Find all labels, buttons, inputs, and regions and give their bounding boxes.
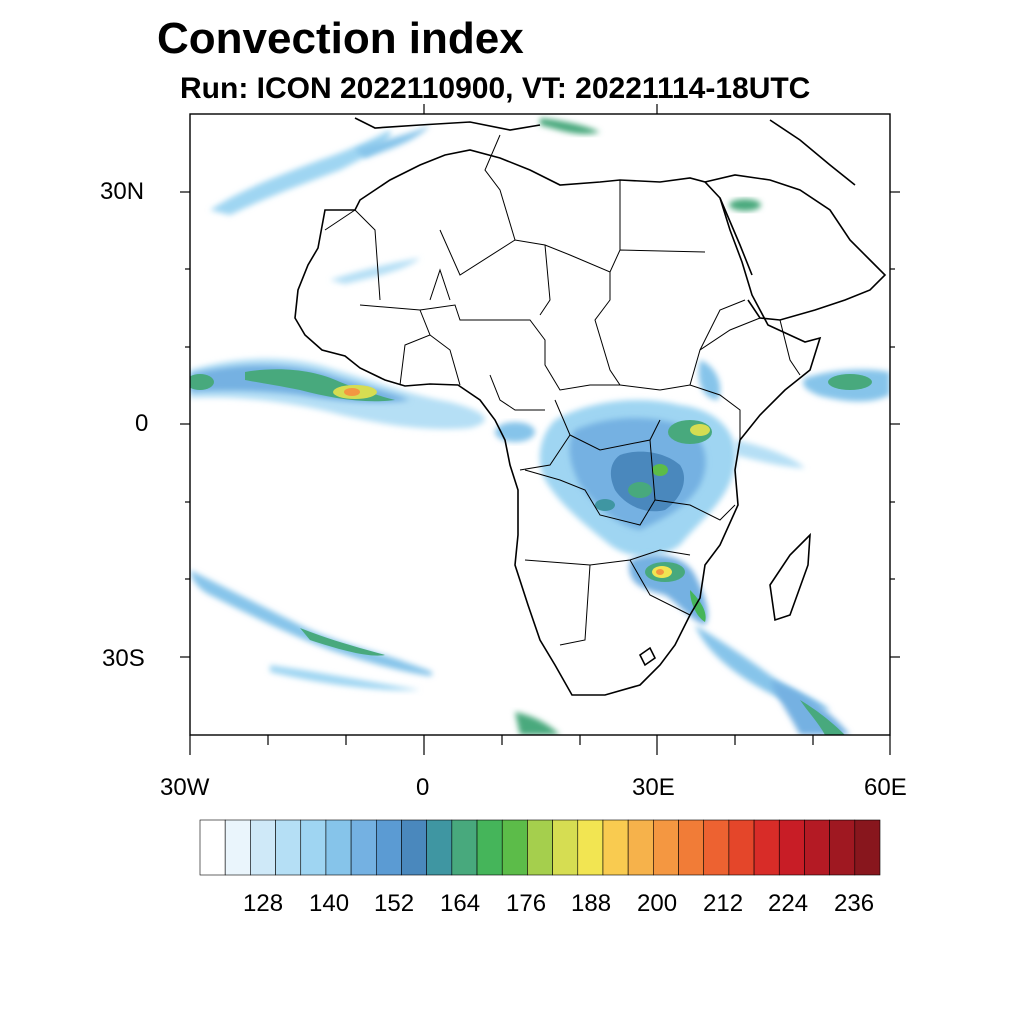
colorbar-swatch [753,819,780,876]
colorbar-swatch [552,819,579,876]
lat-label-30s: 30S [102,645,145,672]
colorbar-label: 224 [768,890,809,917]
colorbar-swatch [300,819,327,876]
colorbar-swatch [426,819,453,876]
chart-subtitle: Run: ICON 2022110900, VT: 20221114-18UTC [180,72,811,105]
borders [324,134,801,646]
convection-field [190,118,890,735]
coastlines [294,117,887,696]
colorbar-swatch [275,819,302,876]
colorbar-label: 176 [506,890,547,917]
colorbar-label: 140 [309,890,350,917]
lon-label-30w: 30W [160,774,210,801]
colorbar-label: 236 [834,890,875,917]
lon-label-30e: 30E [632,774,675,801]
colorbar-swatch [224,819,251,876]
plot-frame [189,113,891,736]
colorbar-swatch [375,819,402,876]
axis-ticks [180,104,900,755]
colorbar-swatch [501,819,528,876]
colorbar-label: 200 [637,890,678,917]
colorbar-swatch [451,819,478,876]
colorbar-swatch [703,819,730,876]
lon-label-60e: 60E [864,774,907,801]
colorbar-swatch [250,819,276,876]
colorbar-swatch [350,819,377,876]
lat-label-30n: 30N [100,178,145,205]
colorbar-swatch [602,819,629,876]
colorbar-swatch [627,819,654,876]
colorbar-swatch [829,819,856,876]
lon-label-0: 0 [416,774,430,801]
chart-title: Convection index [157,14,524,63]
lat-label-0: 0 [135,410,149,437]
colorbar-swatch [325,819,352,876]
colorbar-label: 212 [703,890,744,917]
colorbar-swatch [778,819,805,876]
colorbar-label: 152 [374,890,415,917]
colorbar-label: 188 [571,890,612,917]
colorbar-swatch [804,819,830,876]
colorbar-label: 164 [440,890,481,917]
colorbar [199,819,881,876]
colorbar-swatch [199,819,226,876]
colorbar-swatch [577,819,604,876]
colorbar-swatch [854,819,881,876]
colorbar-swatch [476,819,503,876]
colorbar-swatch [728,819,755,876]
colorbar-swatch [401,819,427,876]
colorbar-swatch [527,819,553,876]
colorbar-label: 128 [243,890,284,917]
colorbar-swatch [653,819,679,876]
colorbar-swatch [678,819,705,876]
